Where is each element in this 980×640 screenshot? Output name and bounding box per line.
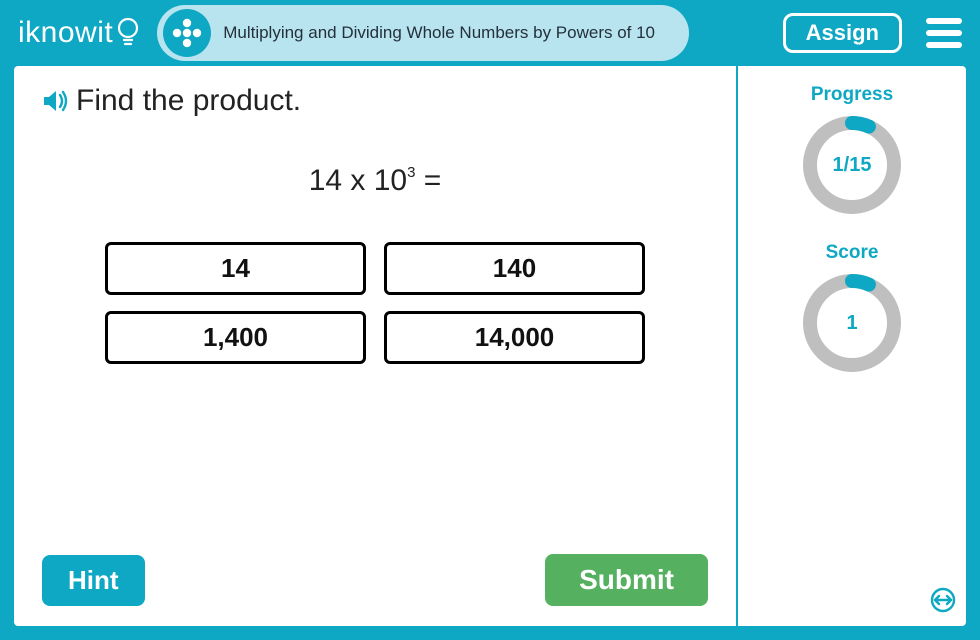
progress-value: 1/15 (797, 110, 907, 220)
question-prompt: Find the product. (76, 84, 301, 118)
expression-base: 14 x 10 (309, 164, 407, 197)
collapse-icon[interactable] (930, 587, 956, 618)
question-row: Find the product. (42, 84, 708, 118)
menu-icon[interactable] (926, 18, 962, 48)
expression-exponent: 3 (407, 164, 415, 181)
choice-option[interactable]: 140 (384, 242, 645, 295)
topic-title: Multiplying and Dividing Whole Numbers b… (223, 22, 655, 43)
bottom-actions: Hint Submit (42, 554, 708, 606)
answer-choices: 14 140 1,400 14,000 (105, 242, 645, 364)
submit-button[interactable]: Submit (545, 554, 708, 606)
progress-ring: 1/15 (797, 110, 907, 220)
question-area: Find the product. 14 x 103 = 14 140 1,40… (14, 66, 736, 626)
assign-button[interactable]: Assign (783, 13, 902, 53)
header-bar: iknowit Multiplying (0, 0, 980, 66)
logo-text: iknowit (18, 16, 113, 50)
choice-option[interactable]: 1,400 (105, 311, 366, 364)
score-ring: 1 (797, 268, 907, 378)
speaker-icon[interactable] (42, 88, 70, 114)
expression-tail: = (415, 164, 441, 197)
app-root: iknowit Multiplying (0, 0, 980, 640)
score-label: Score (826, 242, 879, 264)
sidebar: Progress 1/15 Score 1 (736, 66, 966, 626)
choice-option[interactable]: 14 (105, 242, 366, 295)
choice-option[interactable]: 14,000 (384, 311, 645, 364)
expression: 14 x 103 = (42, 164, 708, 198)
topic-pill[interactable]: Multiplying and Dividing Whole Numbers b… (157, 5, 689, 61)
progress-label: Progress (811, 84, 893, 106)
score-value: 1 (797, 268, 907, 378)
logo[interactable]: iknowit (18, 16, 147, 50)
topic-icon (163, 9, 211, 57)
lightbulb-icon (117, 18, 139, 48)
main-card: Find the product. 14 x 103 = 14 140 1,40… (14, 66, 966, 626)
hint-button[interactable]: Hint (42, 555, 145, 606)
